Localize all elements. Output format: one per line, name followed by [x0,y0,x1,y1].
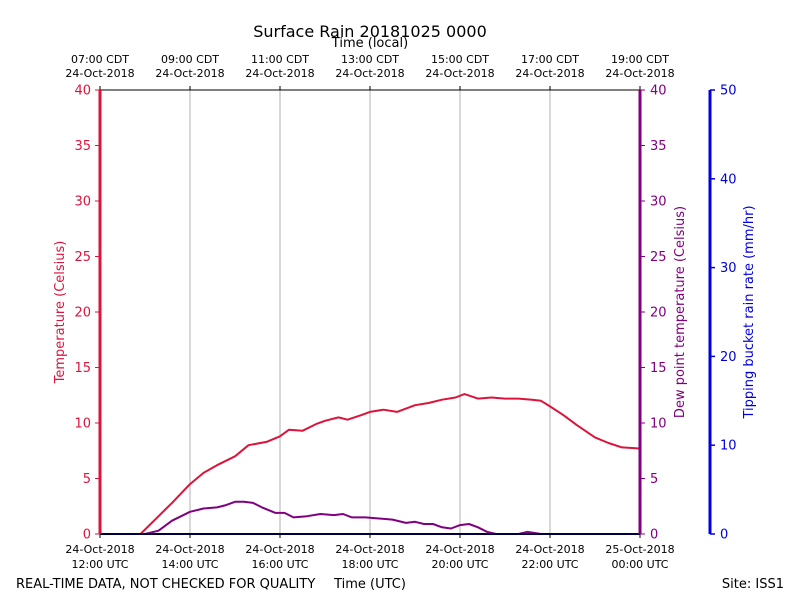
temperature-series-line [100,393,641,535]
x-axis-label: Time (UTC) [333,577,406,592]
x-tick-date-label: 25-Oct-2018 [605,543,674,556]
top-tick-time-label: 13:00 CDT [341,53,399,66]
x-tick-time-label: 20:00 UTC [431,558,488,571]
axis-ticks: 24-Oct-2018 12:00 UTC 24-Oct-2018 14:00 UTC… [65,53,736,571]
x-tick-time-label: 00:00 UTC [611,558,668,571]
x-tick-date-label: 24-Oct-2018 [425,543,494,556]
x-tick-time-label: 12:00 UTC [71,558,128,571]
temperature-tick-label: 10 [74,417,91,432]
top-tick-date-label: 24-Oct-2018 [155,67,224,80]
dewpoint-tick-label: 0 [650,528,658,543]
x-tick-time-label: 16:00 UTC [251,558,308,571]
top-tick-time-label: 11:00 CDT [251,53,309,66]
dewpoint-tick-label: 5 [650,472,658,487]
dewpoint-tick-label: 35 [650,139,667,154]
dewpoint-tick-label: 40 [650,84,667,99]
x-tick-date-label: 24-Oct-2018 [65,543,134,556]
site-label: Site: ISS1 [722,577,784,592]
top-tick-date-label: 24-Oct-2018 [335,67,404,80]
top-tick-date-label: 24-Oct-2018 [605,67,674,80]
rain-tick-label: 20 [720,350,737,365]
grid-lines [189,90,551,534]
rain-tick-label: 40 [720,172,737,187]
temperature-tick-label: 5 [83,472,91,487]
dewpoint-tick-label: 15 [650,361,667,376]
top-axis-label: Time (local) [331,36,408,51]
top-tick-time-label: 07:00 CDT [71,53,129,66]
top-tick-time-label: 17:00 CDT [521,53,579,66]
x-tick-date-label: 24-Oct-2018 [335,543,404,556]
rain-axis-label: Tipping bucket rain rate (mm/hr) [742,205,757,419]
dewpoint-tick-label: 10 [650,417,667,432]
dewpoint-tick-label: 30 [650,195,667,210]
temperature-tick-label: 0 [83,528,91,543]
temperature-tick-label: 30 [74,195,91,210]
top-tick-date-label: 24-Oct-2018 [425,67,494,80]
top-tick-date-label: 24-Oct-2018 [245,67,314,80]
x-tick-date-label: 24-Oct-2018 [515,543,584,556]
quality-disclaimer: REAL-TIME DATA, NOT CHECKED FOR QUALITY [16,577,315,592]
rain-tick-label: 0 [720,528,728,543]
temperature-tick-label: 15 [74,361,91,376]
dewpoint-tick-label: 25 [650,250,667,265]
chart-title: Surface Rain 20181025 0000 [253,22,487,41]
x-tick-time-label: 14:00 UTC [161,558,218,571]
top-tick-time-label: 09:00 CDT [161,53,219,66]
rain-tick-label: 50 [720,84,737,99]
temperature-tick-label: 25 [74,250,91,265]
dewpoint-tick-label: 20 [650,306,667,321]
x-tick-date-label: 24-Oct-2018 [155,543,224,556]
top-tick-date-label: 24-Oct-2018 [65,67,134,80]
temperature-tick-label: 20 [74,306,91,321]
top-tick-time-label: 15:00 CDT [431,53,489,66]
temperature-tick-label: 40 [74,84,91,99]
x-tick-date-label: 24-Oct-2018 [245,543,314,556]
top-tick-time-label: 19:00 CDT [611,53,669,66]
temperature-axis-label: Temperature (Celsius) [53,241,68,385]
top-tick-date-label: 24-Oct-2018 [515,67,584,80]
x-tick-time-label: 22:00 UTC [521,558,578,571]
temperature-tick-label: 35 [74,139,91,154]
dewpoint-axis-label: Dew point temperature (Celsius) [673,206,688,418]
x-tick-time-label: 18:00 UTC [341,558,398,571]
rain-tick-label: 10 [720,439,737,454]
rain-tick-label: 30 [720,261,737,276]
